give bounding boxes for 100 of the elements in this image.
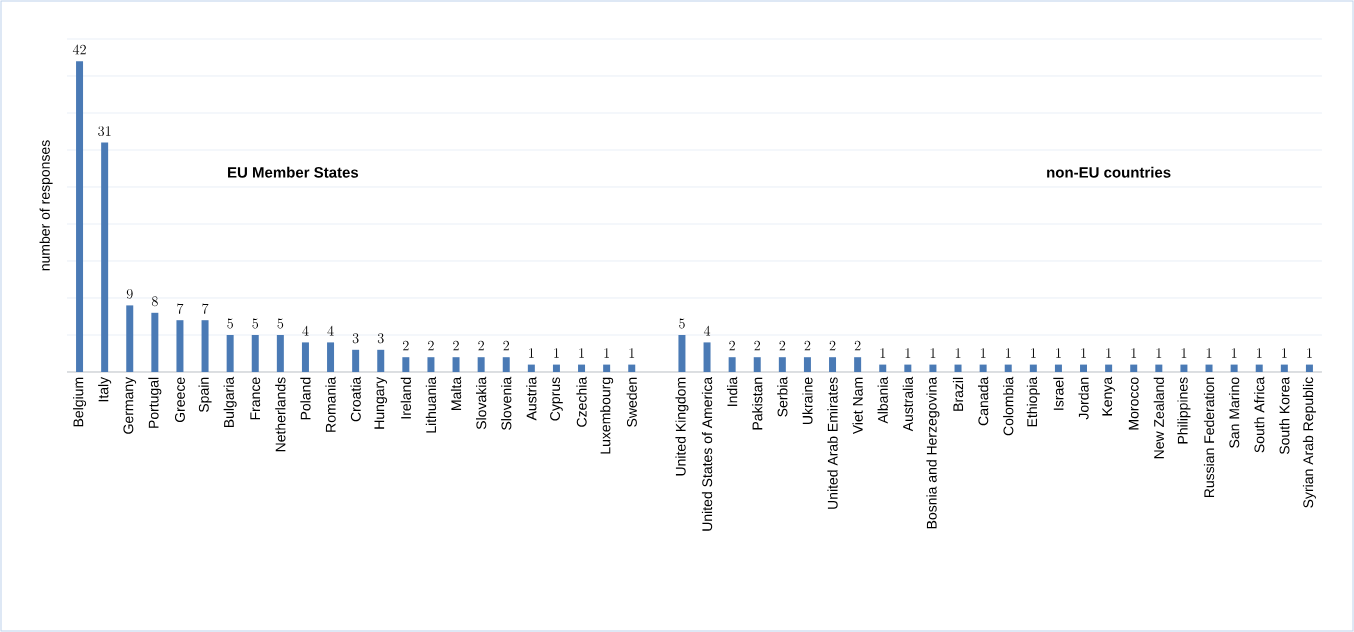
x-tick-label: Philippines xyxy=(1177,377,1191,444)
data-label: 3 xyxy=(377,333,384,344)
data-label: 1 xyxy=(1106,348,1111,358)
x-tick-label: Lithuania xyxy=(425,376,437,433)
data-label: 2 xyxy=(503,340,510,351)
bar xyxy=(201,320,209,372)
x-tick-label: Colombia xyxy=(1003,376,1014,436)
bar xyxy=(276,335,284,372)
x-tick-label: San Marino xyxy=(1228,377,1240,448)
x-tick-label: Kenya xyxy=(1102,376,1115,416)
x-tick-label: Hungary xyxy=(374,376,388,429)
bar xyxy=(1105,364,1113,372)
x-tick-label: Viet Nam xyxy=(852,377,863,435)
x-tick-label: Portugal xyxy=(148,377,162,428)
x-tick-label: Brazil xyxy=(952,377,964,411)
bar xyxy=(377,349,385,372)
data-label: 42 xyxy=(72,44,86,55)
x-tick-label: United States of America xyxy=(701,376,713,531)
data-label: 2 xyxy=(754,340,761,351)
bar xyxy=(578,364,586,372)
bar xyxy=(1255,364,1263,372)
data-label: 1 xyxy=(1307,348,1312,358)
x-tick-label: Italy xyxy=(98,376,112,402)
data-label: 1 xyxy=(1031,348,1036,358)
x-tick-label: Spain xyxy=(198,377,212,413)
bar xyxy=(76,61,84,372)
annotation: non-EU countries xyxy=(1047,166,1171,178)
bar xyxy=(301,342,309,372)
bar xyxy=(678,335,686,372)
bar xyxy=(778,357,786,372)
data-label: 7 xyxy=(177,303,184,314)
data-label: 9 xyxy=(126,288,133,299)
bar xyxy=(879,364,887,372)
bar xyxy=(552,364,560,372)
data-label: 4 xyxy=(302,325,309,336)
data-label: 2 xyxy=(854,340,861,351)
data-label: 1 xyxy=(1181,348,1187,358)
x-tick-label: Czechia xyxy=(576,376,587,427)
data-label: 1 xyxy=(529,348,534,358)
data-label: 1 xyxy=(629,348,635,358)
data-label: 2 xyxy=(779,340,786,351)
data-label: 1 xyxy=(930,348,936,358)
data-label: 5 xyxy=(679,318,685,329)
bar xyxy=(477,357,485,372)
bar xyxy=(101,142,109,372)
bar xyxy=(151,312,159,372)
x-tick-label: Canada xyxy=(977,376,989,426)
data-label: 1 xyxy=(604,348,610,358)
x-tick-label: Romania xyxy=(325,376,336,432)
x-tick-label: Cyprus xyxy=(550,377,563,421)
x-tick-label: Ethiopia xyxy=(1026,376,1040,427)
data-label: 5 xyxy=(227,318,233,329)
data-label: 2 xyxy=(804,340,811,351)
x-tick-label: Slovakia xyxy=(476,376,487,430)
bar xyxy=(1180,364,1188,372)
bar xyxy=(1130,364,1138,372)
x-tick-label: Greece xyxy=(174,377,185,423)
data-label: 2 xyxy=(453,340,459,351)
bar xyxy=(929,364,937,372)
x-tick-label: Morocco xyxy=(1128,377,1139,430)
bar xyxy=(1054,364,1062,372)
bar xyxy=(1205,364,1213,372)
bar xyxy=(452,357,460,372)
data-label: 1 xyxy=(1081,348,1086,358)
data-label: 2 xyxy=(829,340,836,351)
bar xyxy=(954,364,962,372)
bar xyxy=(402,357,410,372)
x-tick-label: Poland xyxy=(300,377,311,420)
x-tick-label: Australia xyxy=(902,376,913,432)
data-label: 8 xyxy=(151,296,158,307)
data-label: 2 xyxy=(428,340,434,351)
data-label: 1 xyxy=(1282,348,1287,358)
x-tick-label: France xyxy=(250,377,261,420)
data-label: 1 xyxy=(579,348,584,358)
bar xyxy=(327,342,335,372)
bar xyxy=(126,305,134,372)
x-tick-label: Bulgaria xyxy=(223,376,237,428)
bar xyxy=(1280,364,1288,372)
bar xyxy=(427,357,435,372)
x-tick-label: Malta xyxy=(450,376,462,410)
x-tick-label: Ireland xyxy=(400,377,411,419)
bar xyxy=(854,357,862,372)
data-label: 7 xyxy=(202,303,209,314)
bar xyxy=(1029,364,1037,372)
data-label: 1 xyxy=(1257,348,1262,358)
x-tick-label: South Africa xyxy=(1254,376,1265,453)
x-tick-label: Ukraine xyxy=(802,377,813,425)
bar xyxy=(703,342,711,372)
annotation: EU Member States xyxy=(228,166,359,178)
data-label: 4 xyxy=(327,325,334,336)
data-label: 1 xyxy=(905,348,911,358)
data-label: 1 xyxy=(1056,348,1061,358)
x-tick-label: Jordan xyxy=(1078,377,1089,420)
bar xyxy=(803,357,811,372)
x-tick-label: Belgium xyxy=(73,377,87,427)
bar xyxy=(904,364,912,372)
data-label: 1 xyxy=(1231,348,1237,358)
x-tick-label: Russian Federation xyxy=(1203,377,1215,498)
data-label: 1 xyxy=(1131,348,1137,358)
data-label: 1 xyxy=(554,348,559,358)
